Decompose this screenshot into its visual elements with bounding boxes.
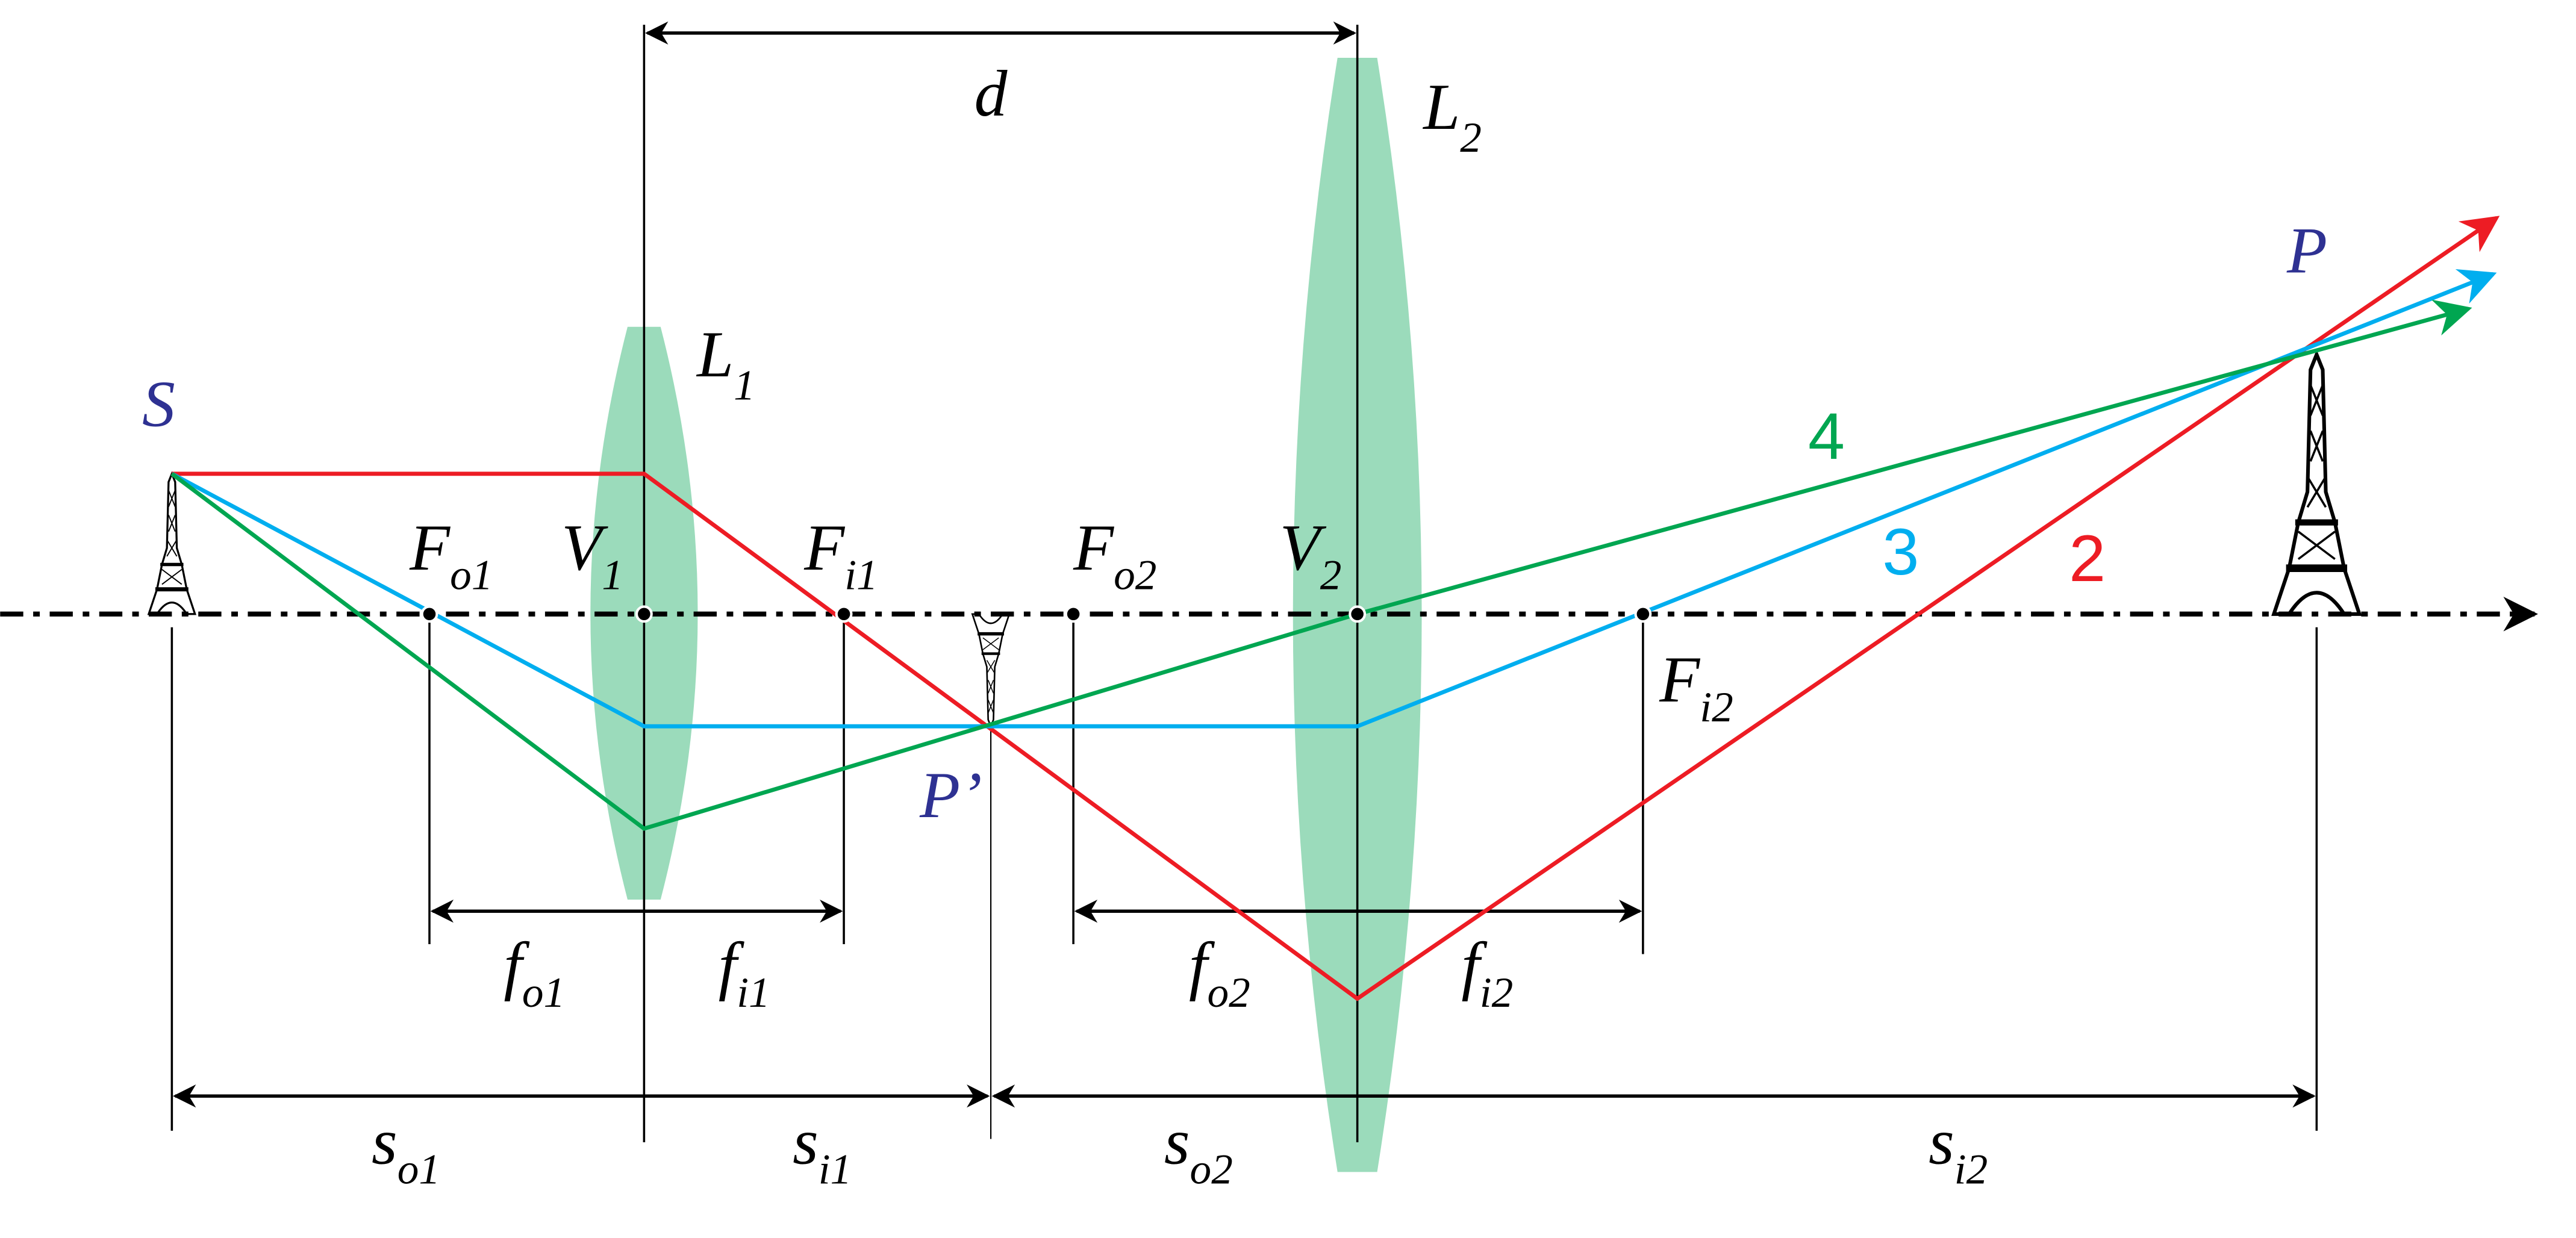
image-eiffel-tower-icon xyxy=(2274,355,2359,614)
label-V1: V1 xyxy=(561,511,623,599)
label-Fo1: Fo1 xyxy=(409,511,493,599)
label-fo1: fo1 xyxy=(504,928,565,1016)
label-so1: so1 xyxy=(372,1105,440,1193)
object-eiffel-tower-icon xyxy=(149,474,195,614)
ray-4 xyxy=(170,299,2472,831)
label-d: d xyxy=(975,57,1008,130)
ray-2 xyxy=(172,216,2500,1001)
label-L2: L2 xyxy=(1422,70,1482,161)
label-Fi1: Fi1 xyxy=(803,511,878,599)
axis-points xyxy=(420,605,1652,623)
label-fi1: fi1 xyxy=(719,928,770,1016)
label-Fi2: Fi2 xyxy=(1659,642,1733,731)
label-so2: so2 xyxy=(1164,1105,1233,1193)
label-P-prime: P’ xyxy=(919,758,982,832)
label-si2: si2 xyxy=(1929,1105,1988,1193)
label-P: P xyxy=(2286,213,2327,287)
label-L1: L1 xyxy=(696,317,755,409)
label-ray-4: 4 xyxy=(1808,400,1845,473)
label-si1: si1 xyxy=(793,1105,852,1193)
reference-lines xyxy=(170,25,2318,1143)
label-ray-2: 2 xyxy=(2069,522,2106,596)
label-S: S xyxy=(142,367,175,440)
label-V2: V2 xyxy=(1280,511,1342,599)
label-fo2: fo2 xyxy=(1189,928,1250,1016)
label-fi2: fi2 xyxy=(1461,928,1513,1016)
intermediate-image-eiffel-tower-icon xyxy=(972,614,1009,726)
label-ray-3: 3 xyxy=(1882,515,1919,589)
ray-3 xyxy=(170,269,2497,729)
dimension-arrows xyxy=(173,21,2316,1108)
label-Fo2: Fo2 xyxy=(1073,511,1156,599)
